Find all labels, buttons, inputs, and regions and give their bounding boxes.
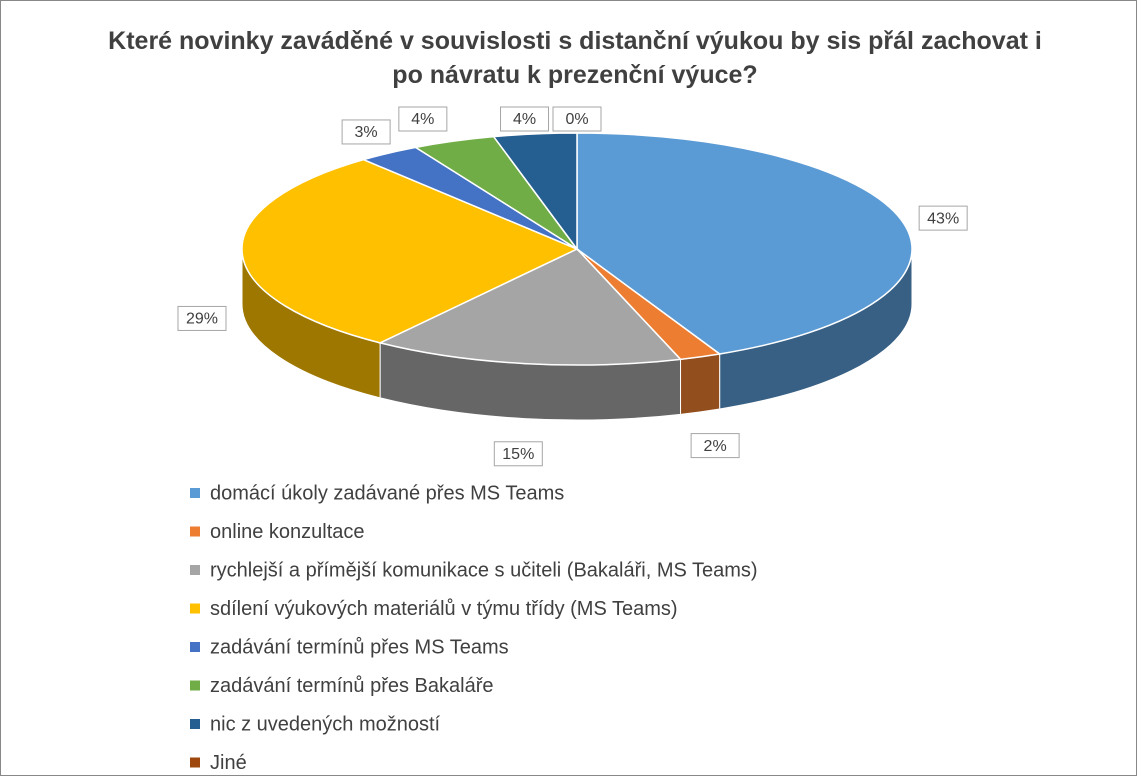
pie-tops: [241, 132, 913, 366]
legend-marker: [190, 565, 200, 575]
labels: 43% 2% 15% 29% 3% 4% 4% 0%: [177, 106, 968, 467]
label-box: [493, 441, 543, 467]
label-box: [398, 106, 448, 132]
data-label: 29%: [177, 305, 227, 331]
legend-marker: [190, 719, 200, 729]
data-label: 2%: [690, 433, 740, 459]
legend-marker: [190, 642, 200, 652]
label-text: 0%: [565, 111, 588, 128]
pie-sides: [241, 248, 913, 421]
label-text: 29%: [186, 311, 218, 328]
label-text: 43%: [927, 210, 959, 227]
legend-label: zadávání termínů přes MS Teams: [210, 636, 509, 658]
label-box: [341, 119, 391, 145]
label-text: 15%: [502, 446, 534, 463]
data-label: 4%: [398, 106, 448, 132]
legend-marker: [190, 603, 200, 614]
legend-label: rychlejší a přímější komunikace s učitel…: [210, 559, 758, 581]
label-text: 2%: [704, 438, 727, 455]
data-label: 15%: [493, 441, 543, 467]
legend-marker: [190, 680, 200, 691]
legend-label: sdílení výukových materiálů v týmu třídy…: [210, 598, 678, 620]
label-text: 4%: [411, 111, 434, 128]
legend-marker: [190, 757, 200, 768]
label-box: [552, 106, 602, 132]
label-box: [500, 106, 550, 132]
slice-side: [680, 353, 721, 415]
slice: [492, 132, 578, 252]
data-label: 4%: [500, 106, 550, 132]
label-box: [177, 305, 227, 331]
data-label: 0%: [552, 106, 602, 132]
label-box: [690, 433, 740, 459]
label-text: 4%: [513, 111, 536, 128]
legend-label: nic z uvedených možností: [210, 713, 441, 735]
chart-title: Které novinky zaváděné v souvislosti s d…: [108, 27, 1042, 89]
slice: [576, 132, 913, 355]
legend-label: zadávání termínů přes Bakaláře: [210, 675, 494, 697]
slice: [241, 158, 579, 344]
data-label: 3%: [341, 119, 391, 145]
slice: [377, 248, 683, 366]
legend-label: domácí úkoly zadávané přes MS Teams: [210, 482, 564, 504]
legend-label: Jiné: [210, 752, 247, 774]
data-label: 43%: [918, 205, 968, 231]
legend-label: online konzultace: [210, 521, 365, 543]
label-text: 3%: [355, 124, 378, 141]
label-box: [918, 205, 968, 231]
legend-marker: [190, 526, 200, 537]
legend-marker: [190, 488, 200, 498]
